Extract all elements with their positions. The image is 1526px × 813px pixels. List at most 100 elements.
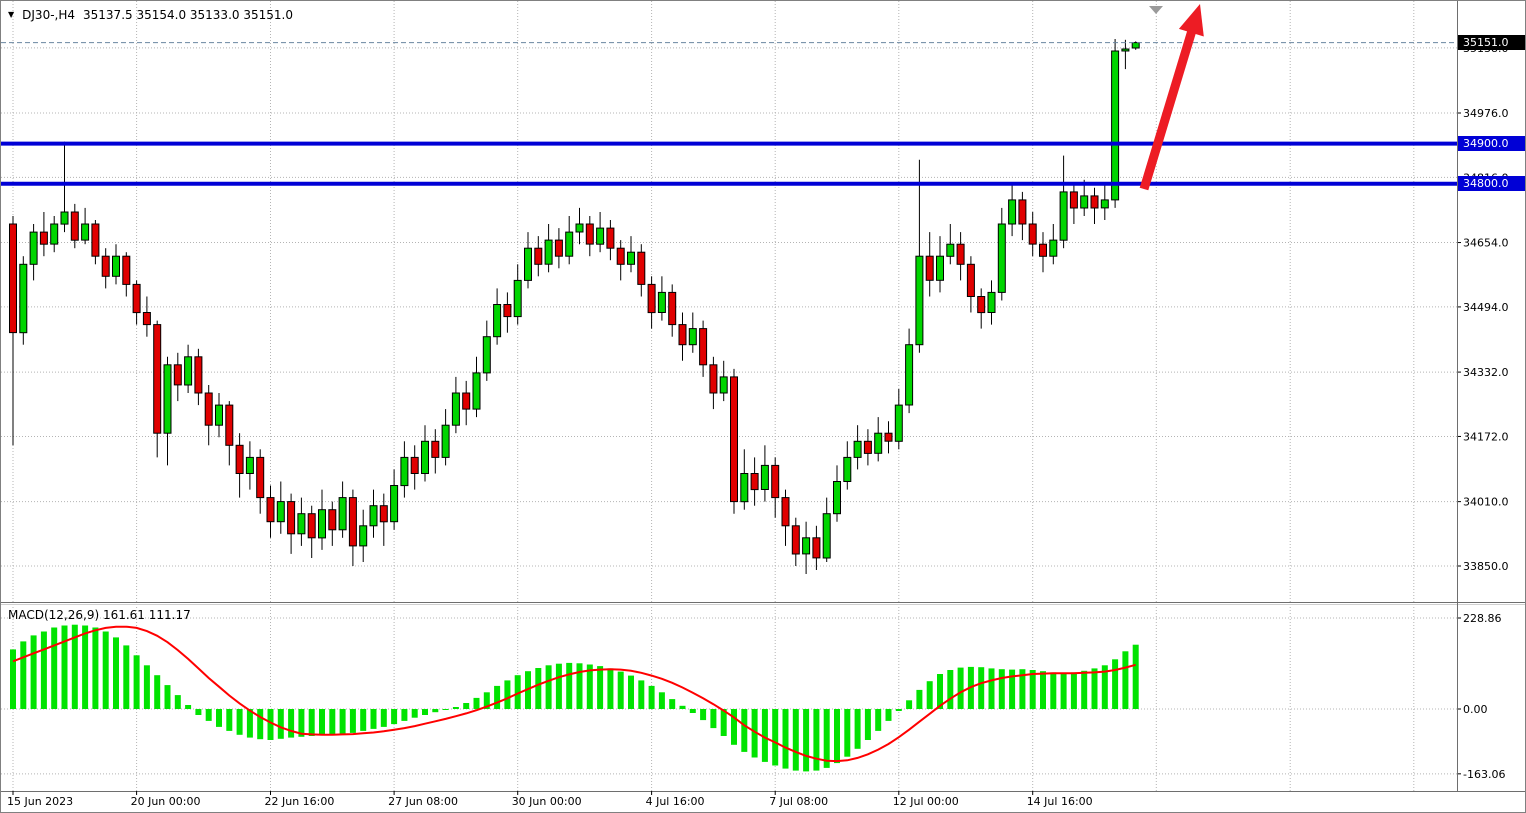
- candle-body: [91, 223, 100, 257]
- candle: [1049, 224, 1058, 265]
- candle-body: [925, 255, 934, 281]
- candle-body: [575, 223, 584, 233]
- macd-histogram-bar: [411, 709, 418, 718]
- candle: [709, 356, 718, 410]
- macd-histogram-bar: [463, 703, 470, 709]
- candle-body: [771, 464, 780, 499]
- macd-histogram-bar: [906, 700, 913, 709]
- candle: [369, 489, 378, 538]
- time-axis-label: 7 Jul 08:00: [769, 795, 829, 808]
- candle-body: [1111, 50, 1120, 201]
- candle: [503, 292, 512, 333]
- macd-histogram-bar: [123, 645, 130, 709]
- ohlc-values: 35137.5 35154.0 35133.0 35151.0: [83, 8, 293, 22]
- trend-arrow[interactable]: [1139, 4, 1204, 191]
- candle-body: [173, 364, 182, 386]
- price-axis-label: 33850.0: [1463, 560, 1509, 573]
- candle-body: [60, 211, 69, 225]
- price-axis[interactable]: [1457, 1, 1525, 791]
- chart-shift-marker-icon[interactable]: [1149, 6, 1163, 14]
- macd-histogram-bar: [422, 709, 428, 715]
- candle-body: [421, 440, 429, 474]
- macd-histogram-bar: [504, 680, 511, 709]
- candle-body: [307, 513, 316, 539]
- candle-body: [791, 525, 800, 555]
- candle-body: [606, 227, 615, 249]
- candle-body: [977, 296, 986, 314]
- macd-histogram-bar: [566, 662, 573, 709]
- macd-histogram-bar: [648, 685, 655, 709]
- macd-histogram-bar: [339, 709, 346, 735]
- candle-body: [812, 537, 821, 559]
- candle-body: [338, 497, 347, 531]
- macd-histogram-bar: [71, 624, 78, 709]
- candle: [338, 481, 347, 538]
- candle-body: [379, 505, 388, 523]
- macd-axis-label: 0.00: [1463, 703, 1488, 716]
- candle: [750, 457, 759, 506]
- candle-body: [513, 279, 522, 318]
- candle: [977, 288, 986, 329]
- candle-body: [956, 243, 965, 265]
- candle: [997, 207, 1006, 301]
- macd-histogram-bar: [1070, 672, 1077, 709]
- candle: [122, 252, 131, 297]
- candle-body: [554, 239, 563, 257]
- macd-histogram-bar: [61, 625, 68, 709]
- candle-body: [709, 364, 718, 394]
- candle: [627, 236, 635, 273]
- candle: [112, 244, 120, 285]
- macd-histogram-bar: [669, 699, 676, 709]
- candle: [441, 409, 450, 466]
- candle-body: [503, 304, 512, 318]
- candle-body: [1131, 42, 1140, 49]
- candle-body: [781, 497, 790, 527]
- candle: [1121, 39, 1130, 70]
- macd-histogram-bar: [349, 709, 356, 733]
- candle-body: [657, 291, 666, 313]
- candle-body: [678, 324, 687, 346]
- candle-body: [410, 456, 419, 474]
- candle-body: [1069, 191, 1078, 209]
- price-axis-label: 34172.0: [1463, 430, 1509, 443]
- macd-indicator-label: MACD(12,26,9) 161.61 111.17: [8, 608, 191, 622]
- macd-histogram-bar: [988, 668, 995, 709]
- macd-histogram-bar: [854, 709, 861, 749]
- candle-body: [884, 432, 893, 442]
- symbol-dropdown-icon[interactable]: ▼: [8, 10, 15, 19]
- candle: [132, 280, 141, 325]
- time-axis-label: 4 Jul 16:00: [645, 795, 705, 808]
- candle: [410, 445, 419, 490]
- candle: [101, 248, 110, 289]
- candle-body: [462, 392, 471, 410]
- time-axis[interactable]: 15 Jun 2023 20 Jun 00:00 22 Jun 16:00 27 Ju…: [1, 792, 1457, 812]
- candle: [142, 296, 151, 337]
- macd-histogram-bar: [1060, 673, 1067, 709]
- candle-body: [833, 481, 841, 515]
- macd-histogram-bar: [1132, 644, 1139, 709]
- macd-histogram-bar: [628, 675, 634, 709]
- candle: [606, 220, 615, 261]
- macd-histogram-bar: [803, 709, 810, 772]
- macd-histogram-bar: [947, 670, 954, 709]
- macd-histogram-bar: [1050, 672, 1057, 709]
- macd-histogram-bar: [535, 668, 542, 709]
- macd-histogram-bar: [545, 665, 552, 709]
- candle-body: [565, 231, 574, 257]
- macd-histogram-bar: [370, 709, 377, 729]
- candle: [256, 449, 265, 514]
- candle: [60, 141, 69, 233]
- macd-histogram-bar: [40, 631, 47, 709]
- macd-histogram-bar: [751, 709, 758, 758]
- macd-histogram-bar: [113, 637, 119, 709]
- current-price-label: 35151.0: [1458, 35, 1525, 51]
- macd-histogram-bar: [226, 709, 233, 731]
- candle: [596, 212, 605, 253]
- candle-body: [359, 525, 368, 547]
- candle: [173, 352, 182, 402]
- candle-body: [19, 263, 28, 334]
- candle-body: [184, 356, 193, 386]
- candle-body: [647, 283, 656, 314]
